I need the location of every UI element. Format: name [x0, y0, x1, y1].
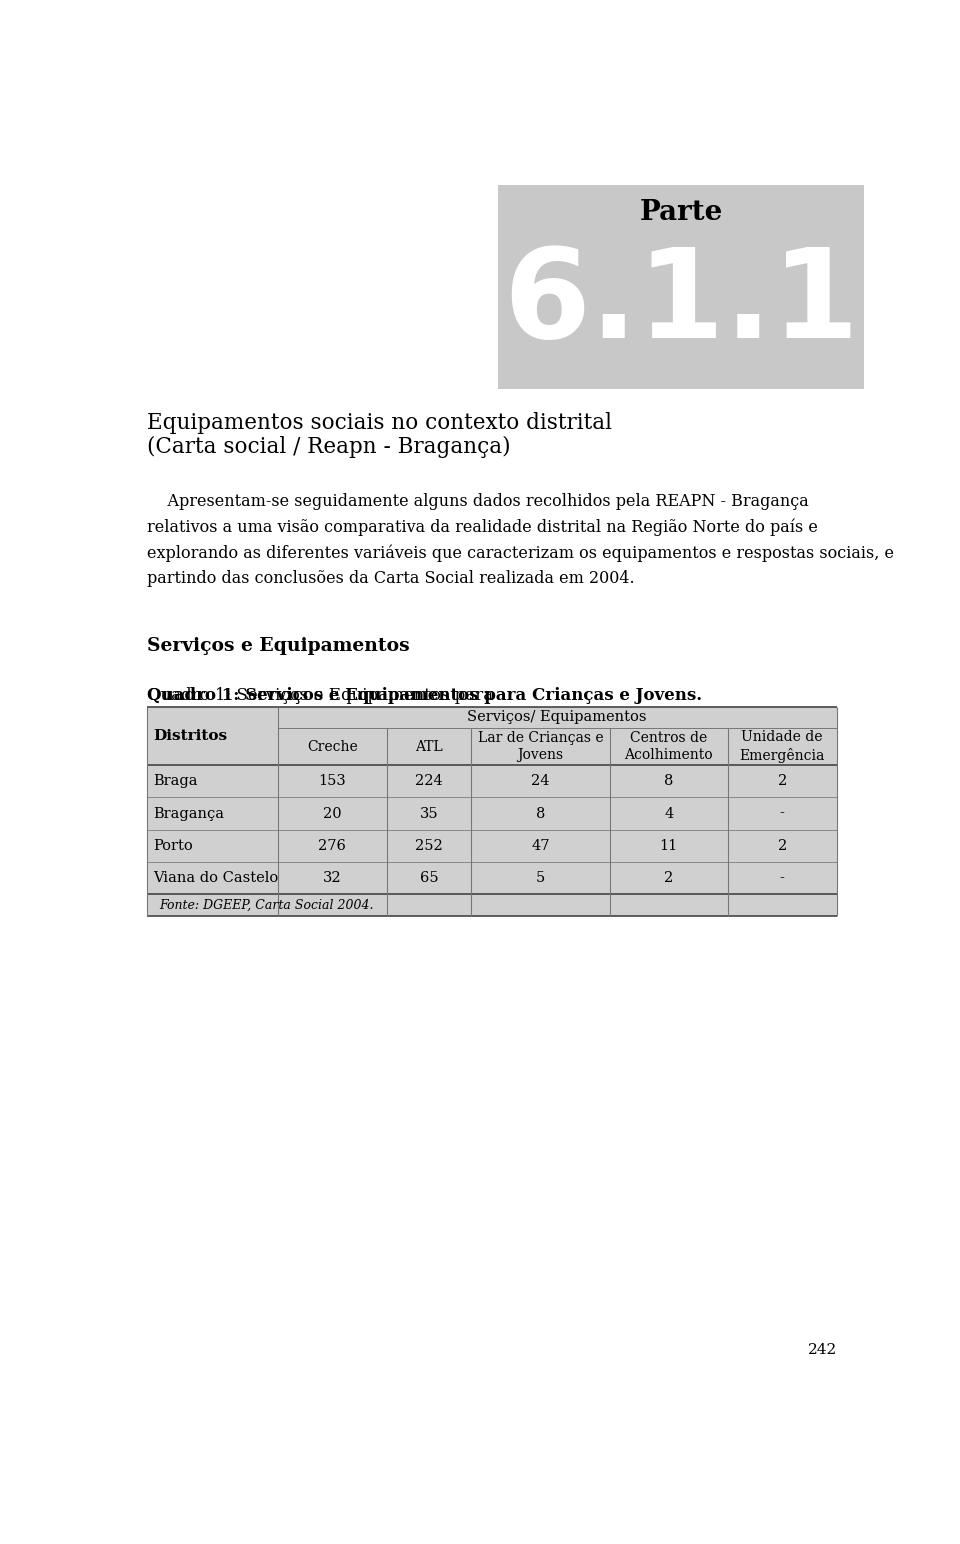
- Text: 20: 20: [323, 806, 342, 820]
- Text: 35: 35: [420, 806, 438, 820]
- Text: 4: 4: [664, 806, 673, 820]
- Text: 8: 8: [664, 774, 673, 789]
- Text: ATL: ATL: [415, 740, 443, 753]
- Text: 2: 2: [778, 774, 787, 789]
- Text: 65: 65: [420, 871, 438, 885]
- Text: 47: 47: [531, 838, 550, 852]
- Text: 5: 5: [536, 871, 545, 885]
- Text: 11: 11: [660, 838, 678, 852]
- Text: 224: 224: [415, 774, 443, 789]
- Text: Quadro 1: Serviços e Equipamentos para Crianças e Jovens.: Quadro 1: Serviços e Equipamentos para C…: [147, 687, 703, 704]
- Text: Centros de
Acolhimento: Centros de Acolhimento: [624, 730, 713, 763]
- Text: Quadro 1: Serviços e Equipamentos para: Quadro 1: Serviços e Equipamentos para: [147, 687, 498, 704]
- Text: 8: 8: [536, 806, 545, 820]
- Text: Distritos: Distritos: [154, 729, 228, 743]
- Text: Unidade de
Emergência: Unidade de Emergência: [739, 730, 825, 763]
- Text: 6.1.1: 6.1.1: [503, 242, 859, 364]
- Text: 153: 153: [319, 774, 346, 789]
- Text: Serviços e Equipamentos: Serviços e Equipamentos: [147, 638, 410, 655]
- Text: Serviços/ Equipamentos: Serviços/ Equipamentos: [468, 710, 647, 724]
- Text: Bragança: Bragança: [154, 806, 225, 820]
- Text: Creche: Creche: [307, 740, 357, 753]
- FancyBboxPatch shape: [498, 185, 864, 389]
- Text: 24: 24: [531, 774, 550, 789]
- Text: 276: 276: [319, 838, 347, 852]
- Text: Apresentam-se seguidamente alguns dados recolhidos pela REAPN - Bragança: Apresentam-se seguidamente alguns dados …: [147, 493, 809, 510]
- Text: partindo das conclusões da Carta Social realizada em 2004.: partindo das conclusões da Carta Social …: [147, 570, 635, 587]
- Text: Braga: Braga: [154, 774, 198, 789]
- Text: 2: 2: [664, 871, 673, 885]
- Text: Viana do Castelo: Viana do Castelo: [154, 871, 278, 885]
- Text: 2: 2: [778, 838, 787, 852]
- Text: 252: 252: [415, 838, 443, 852]
- Text: 242: 242: [807, 1343, 837, 1357]
- Text: Equipamentos sociais no contexto distrital: Equipamentos sociais no contexto distrit…: [147, 412, 612, 434]
- Text: Fonte: DGEEP, Carta Social 2004.: Fonte: DGEEP, Carta Social 2004.: [158, 899, 373, 911]
- Text: -: -: [780, 871, 784, 885]
- Text: Parte: Parte: [639, 199, 723, 225]
- Text: 32: 32: [323, 871, 342, 885]
- FancyBboxPatch shape: [147, 707, 837, 916]
- Text: explorando as diferentes variáveis que caracterizam os equipamentos e respostas : explorando as diferentes variáveis que c…: [147, 543, 894, 562]
- Text: relativos a uma visão comparativa da realidade distrital na Região Norte do país: relativos a uma visão comparativa da rea…: [147, 519, 818, 536]
- Text: (Carta social / Reapn - Bragança): (Carta social / Reapn - Bragança): [147, 435, 511, 457]
- Text: Porto: Porto: [154, 838, 193, 852]
- Text: Lar de Crianças e
Jovens: Lar de Crianças e Jovens: [477, 730, 603, 763]
- Text: -: -: [780, 806, 784, 820]
